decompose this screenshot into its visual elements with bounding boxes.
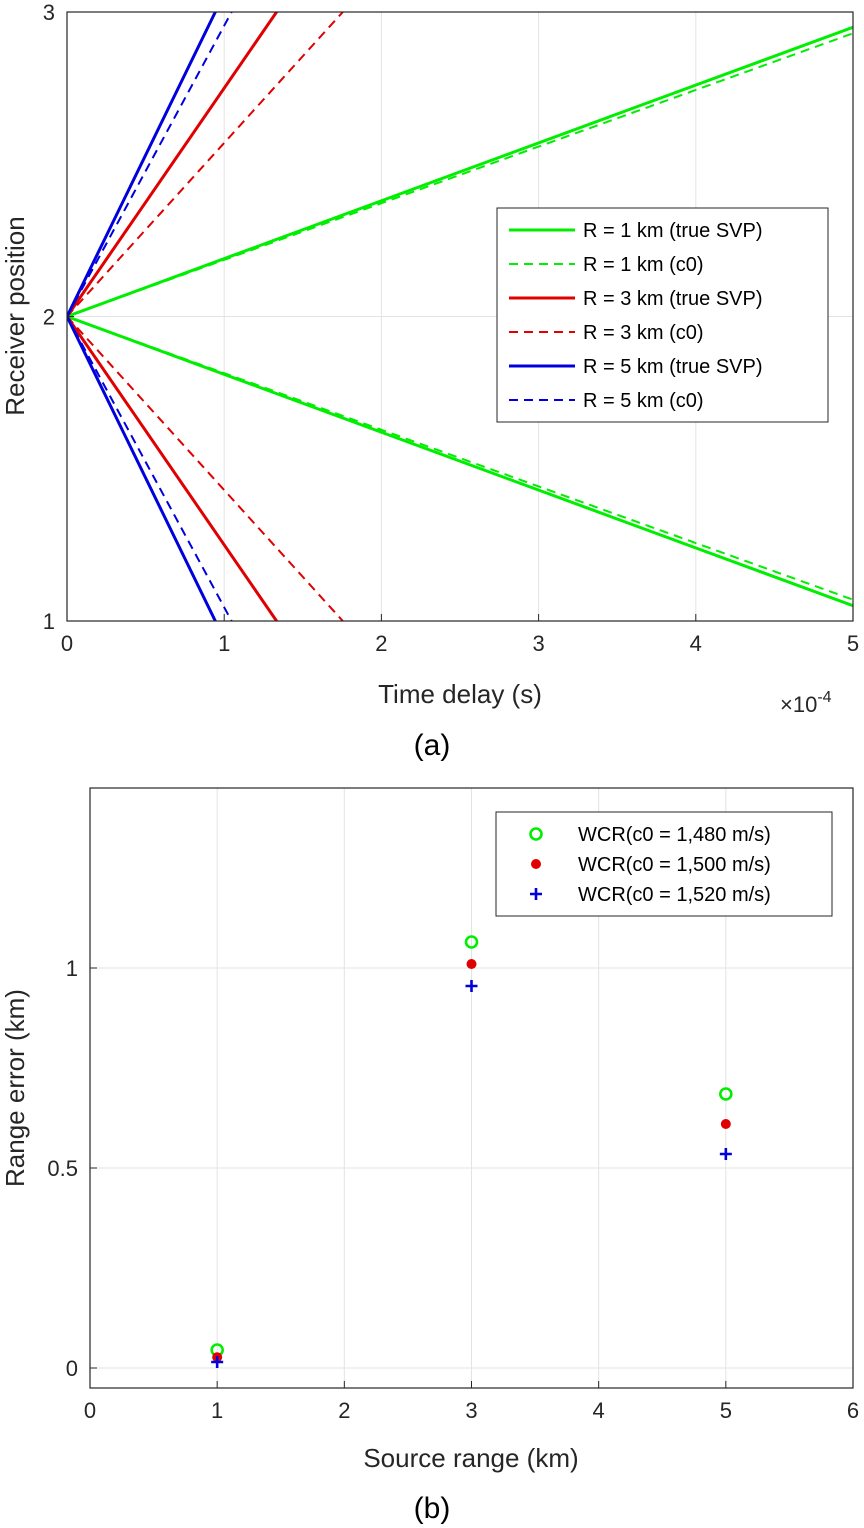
chart-b-xtick-label: 3	[465, 1398, 477, 1423]
chart-b-point	[720, 1119, 731, 1129]
chart-a-xlabel: Time delay (s)	[378, 679, 542, 709]
chart-a-ylabel: Receiver position	[0, 216, 30, 415]
chart-b-xtick-label: 6	[847, 1398, 859, 1423]
chart-b-xtick-label: 5	[720, 1398, 732, 1423]
chart-b-xtick-label: 1	[211, 1398, 223, 1423]
chart-b-marks	[210, 935, 733, 1368]
chart-a-legend-label: R = 3 km (c0)	[583, 322, 704, 344]
chart-b-point	[211, 1356, 224, 1368]
chart-a-legend-box	[496, 207, 829, 423]
chart-b-panel-label: (b)	[414, 1492, 451, 1525]
chart-a-x-multiplier: ×10-4	[780, 689, 832, 717]
chart-a-xtick-label: 1	[218, 631, 230, 656]
chart-b-legend-label: WCR(c0 = 1,480 m/s)	[578, 824, 771, 846]
chart-a-xtick-label: 3	[532, 631, 544, 656]
chart-a-legend: R = 1 km (true SVP) R = 1 km (c0) R = 3 km…	[496, 207, 829, 423]
chart-a-panel-label: (a)	[414, 729, 451, 762]
chart-a-legend-label: R = 1 km (c0)	[583, 254, 704, 276]
x-multiplier-exponent: -4	[817, 689, 831, 706]
chart-b-xlabel: Source range (km)	[363, 1443, 578, 1473]
chart-a-legend-label: R = 5 km (true SVP)	[583, 356, 763, 378]
chart-a-ytick-label: 1	[43, 609, 55, 634]
chart-b-ytick-label: 0.5	[47, 1156, 78, 1181]
chart-a-series-line	[67, 315, 279, 621]
chart-b-point	[466, 959, 477, 969]
chart-a-series-line	[67, 315, 853, 601]
chart-b-legend-label: WCR(c0 = 1,520 m/s)	[578, 884, 771, 906]
chart-b-xtick-label: 4	[593, 1398, 605, 1423]
chart-b-ticks: 0 1 2 3 4 5 6 0 0.5 1	[47, 956, 859, 1423]
chart-a-ytick-label: 2	[43, 305, 55, 330]
chart-b-legend-marker	[529, 827, 543, 841]
chart-a-lines	[67, 12, 853, 621]
chart-a-xtick-label: 0	[61, 631, 73, 656]
chart-b-legend-marker	[531, 859, 541, 869]
chart-b-point	[465, 980, 478, 992]
chart-b-point	[719, 1087, 733, 1101]
chart-a-legend-label: R = 1 km (true SVP)	[583, 220, 763, 242]
chart-b-point	[464, 935, 479, 949]
chart-a-xtick-label: 5	[847, 631, 859, 656]
chart-b-xtick-label: 2	[338, 1398, 350, 1423]
chart-a-series-line	[67, 12, 217, 318]
chart-a-series-line	[67, 32, 853, 318]
chart-a-xtick-label: 4	[690, 631, 702, 656]
chart-a-ytick-label: 3	[43, 0, 55, 25]
chart-a-xtick-label: 2	[375, 631, 387, 656]
chart-b-ytick-label: 1	[66, 956, 78, 981]
chart-b-point	[719, 1148, 732, 1160]
chart-a-series-line	[67, 315, 217, 621]
chart-b-legend: WCR(c0 = 1,480 m/s) WCR(c0 = 1,500 m/s) WC…	[495, 811, 833, 917]
chart-a-series-line	[67, 12, 345, 318]
chart-b: 0 1 2 3 4 5 6 0 0.5 1 Source range (km) Range err…	[0, 787, 859, 1525]
chart-b-legend-box	[495, 811, 833, 917]
chart-a-legend-label: R = 5 km (c0)	[583, 390, 704, 412]
chart-a-series-line	[67, 315, 345, 621]
chart-b-legend-marker	[530, 888, 542, 900]
chart-a-series-line	[67, 316, 233, 621]
chart-b-legend-label: WCR(c0 = 1,500 m/s)	[578, 854, 771, 876]
x-multiplier-prefix: ×10	[780, 692, 817, 717]
chart-b-xtick-label: 0	[84, 1398, 96, 1423]
chart-a-series-line	[67, 12, 233, 317]
chart-a-legend-label: R = 3 km (true SVP)	[583, 288, 763, 310]
chart-b-ytick-label: 0	[66, 1356, 78, 1381]
chart-b-ylabel: Range error (km)	[0, 989, 30, 1187]
chart-a-series-line	[67, 12, 279, 318]
